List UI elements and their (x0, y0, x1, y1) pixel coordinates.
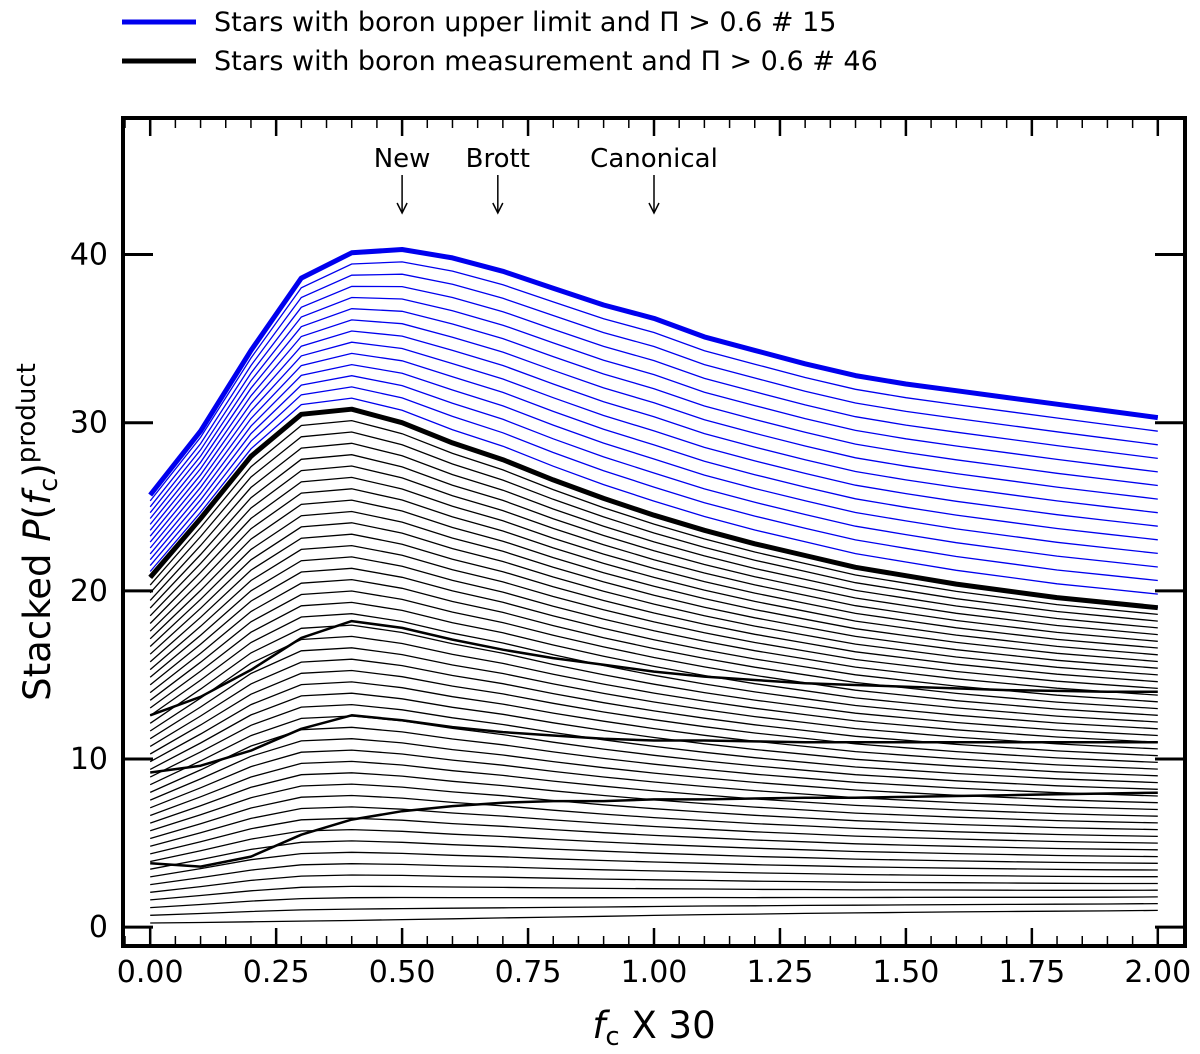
legend: Stars with boron upper limit and Π > 0.6… (122, 7, 878, 77)
upper-limit-stacked-line-14 (149, 261, 1158, 502)
highlight-line-intermediate-3 (150, 791, 1158, 868)
annotation-label-new: New (374, 144, 431, 174)
measurement-stacked-line-28 (149, 613, 1158, 730)
measurement-stacked-line-3 (150, 896, 1158, 909)
y-tick-label: 0 (89, 910, 108, 945)
measurement-stacked-line-6 (150, 863, 1158, 886)
measurement-stacked-line-19 (149, 715, 1158, 790)
measurement-stacked-line-21 (149, 692, 1158, 777)
x-tick-label: 1.25 (747, 955, 814, 990)
annotation-arrow-head-brott (492, 202, 504, 215)
upper-limit-stacked-line-10 (149, 308, 1158, 525)
upper-limit-stacked-line-3 (149, 386, 1158, 582)
measurement-stacked-line-33 (149, 556, 1158, 696)
y-tick-label: 20 (70, 574, 108, 609)
measurement-stacked-line-35 (149, 533, 1158, 683)
measurement-stacked-line-17 (149, 738, 1158, 804)
measurement-stacked-line-13 (150, 783, 1158, 832)
measurement-stacked-line-12 (150, 794, 1158, 840)
y-tick-label: 30 (70, 406, 108, 441)
upper-limit-stacked-line-5 (149, 363, 1158, 555)
measurement-stacked-line-30 (149, 590, 1158, 716)
annotation-arrow-head-canonical (648, 202, 660, 215)
measurement-stacked-line-32 (149, 567, 1158, 703)
upper-limit-stacked-line-12 (149, 285, 1158, 514)
measurement-stacked-line-4 (150, 885, 1158, 901)
measurement-stacked-line-38 (149, 499, 1158, 663)
measurement-stacked-line-18 (149, 726, 1158, 797)
x-tick-label: 1.75 (998, 955, 1065, 990)
series-layer (148, 247, 1159, 924)
legend-label-upper-limit: Stars with boron upper limit and Π > 0.6… (214, 7, 836, 38)
measurement-stacked-line-10 (150, 817, 1158, 855)
upper-limit-stacked-line-4 (149, 375, 1158, 568)
measurement-stacked-line-27 (149, 624, 1158, 737)
upper-limit-stacked-line-7 (149, 341, 1158, 543)
upper-limit-stacked-line-8 (149, 330, 1158, 537)
y-axis-label: Stacked P(fc)product (12, 363, 64, 701)
measurement-stacked-line-44 (149, 431, 1158, 622)
measurement-stacked-line-41 (149, 465, 1158, 642)
measurement-stacked-line-2 (150, 902, 1158, 916)
upper-limit-stacked-line-15 (149, 248, 1158, 496)
highlight-line-measurement-total (148, 406, 1159, 611)
x-tick-label: 0.75 (495, 955, 562, 990)
measurement-stacked-line-37 (149, 510, 1158, 669)
measurement-stacked-line-5 (150, 874, 1158, 893)
measurement-stacked-line-8 (150, 840, 1158, 870)
measurement-stacked-line-31 (149, 578, 1158, 710)
x-axis-label: fc X 30 (592, 1004, 715, 1052)
x-tick-label: 0.25 (243, 955, 310, 990)
x-tick-label: 1.50 (873, 955, 940, 990)
measurement-stacked-line-29 (149, 601, 1158, 723)
measurement-stacked-line-36 (149, 522, 1158, 676)
annotation-label-brott: Brott (466, 144, 530, 174)
annotation-label-canonical: Canonical (590, 144, 718, 174)
legend-label-measurement: Stars with boron measurement and Π > 0.6… (214, 46, 878, 77)
annotation-layer: New Brott Canonical (374, 144, 718, 215)
measurement-stacked-line-16 (149, 749, 1158, 811)
upper-limit-stacked-line-13 (149, 273, 1158, 508)
upper-limit-stacked-line-9 (149, 319, 1158, 531)
upper-limit-stacked-line-11 (149, 296, 1158, 519)
plot-area: New Brott Canonical 0.00 0.25 0.50 0.75 1.00 1.… (70, 116, 1191, 990)
measurement-stacked-line-22 (149, 681, 1158, 770)
upper-limit-stacked-line-2 (149, 397, 1158, 595)
measurement-stacked-line-26 (149, 635, 1158, 743)
measurement-stacked-line-7 (150, 851, 1158, 878)
measurement-stacked-line-24 (149, 658, 1158, 757)
tick-layer: 0.00 0.25 0.50 0.75 1.00 1.25 1.50 1.75 2.00 0 10 2… (70, 120, 1191, 990)
highlight-line-intermediate-1 (149, 619, 1158, 717)
measurement-stacked-line-42 (149, 454, 1158, 636)
highlight-line-upper-limit-total (148, 247, 1159, 497)
measurement-stacked-line-39 (149, 488, 1158, 656)
measurement-stacked-line-20 (149, 703, 1158, 784)
measurement-stacked-line-40 (149, 476, 1158, 649)
upper-limit-stacked-line-6 (149, 352, 1158, 549)
x-tick-label: 2.00 (1124, 955, 1191, 990)
measurement-stacked-line-25 (149, 647, 1158, 750)
x-tick-label: 0.00 (117, 955, 184, 990)
measurement-stacked-line-45 (149, 419, 1158, 616)
measurement-stacked-line-1 (150, 909, 1158, 924)
x-tick-label: 1.00 (621, 955, 688, 990)
x-tick-label: 0.50 (369, 955, 436, 990)
highlight-line-intermediate-2 (150, 714, 1158, 774)
y-tick-label: 40 (70, 238, 108, 273)
measurement-stacked-line-34 (149, 544, 1158, 690)
annotation-arrow-head-new (396, 202, 408, 215)
y-tick-label: 10 (70, 742, 108, 777)
measurement-stacked-line-11 (150, 806, 1158, 847)
plot-frame (121, 116, 1187, 948)
measurement-stacked-line-23 (149, 669, 1158, 764)
measurement-stacked-line-43 (149, 442, 1158, 629)
measurement-stacked-line-15 (149, 760, 1158, 817)
